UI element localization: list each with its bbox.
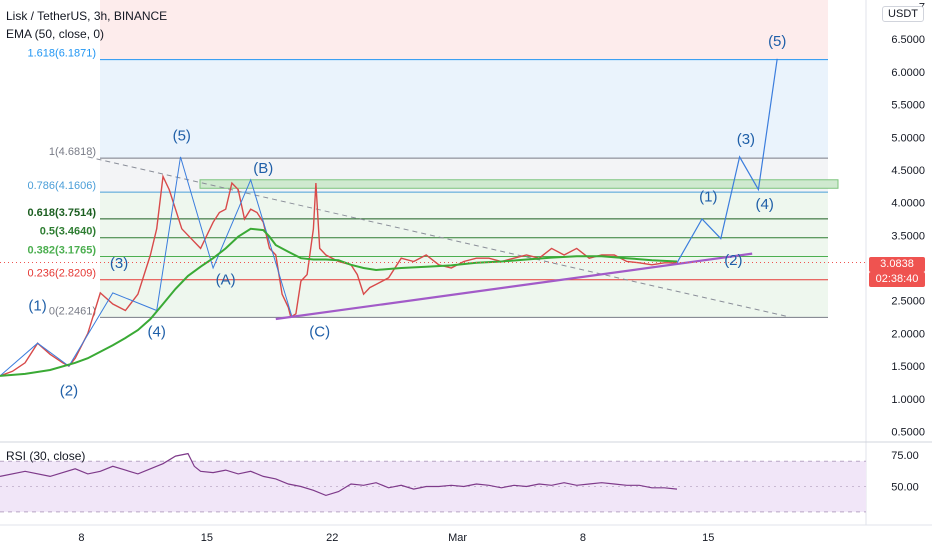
price-axis-tick: 1.0000 [891, 394, 925, 406]
rsi-axis-tick: 75.00 [891, 450, 919, 462]
dashed-trend-line [87, 156, 790, 318]
wave-label-5: (A) [216, 271, 236, 288]
wave-label-0: (1) [28, 298, 46, 315]
time-axis-tick: 15 [201, 532, 213, 544]
price-axis-tick: 5.0000 [891, 132, 925, 144]
wave-projection-path [676, 58, 778, 264]
fib-label-0.5: 0.5(3.4640) [40, 226, 97, 238]
zone-fib-retrace-background [100, 192, 828, 318]
zone-upper-background [100, 0, 828, 60]
wave-label-1: (2) [60, 383, 78, 400]
price-axis-tick: 1.5000 [891, 361, 925, 373]
ema-line [0, 227, 678, 377]
price-line [0, 174, 677, 377]
rsi-axis-tick: 50.00 [891, 482, 919, 494]
price-axis-tick: 0.5000 [891, 426, 925, 438]
green-resistance-zone [199, 179, 839, 189]
time-axis-tick: 15 [702, 532, 714, 544]
fib-label-1.618: 1.618(6.1871) [28, 48, 97, 60]
wave-label-6: (B) [253, 160, 273, 177]
ema-indicator-label: EMA (50, close, 0) [6, 27, 105, 41]
time-axis-tick: 8 [580, 532, 586, 544]
price-axis-tick: 4.5000 [891, 165, 925, 177]
price-axis-tick: 6.0000 [891, 67, 925, 79]
time-axis-tick: 8 [78, 532, 84, 544]
symbol-title: Lisk / TetherUS, 3h, BINANCE [6, 9, 168, 23]
zone-extension-background [100, 59, 828, 159]
bar-countdown-tag: 02:38:40 [869, 272, 925, 287]
wave-label-10: (3) [737, 131, 755, 148]
last-price-tag: 3.0838 [869, 257, 925, 272]
price-axis-tick: 2.0000 [891, 328, 925, 340]
time-axis-tick: Mar [448, 532, 467, 544]
fib-label-1: 1(4.6818) [49, 146, 96, 158]
wave-label-2: (3) [110, 255, 128, 272]
currency-button[interactable]: USDT [882, 6, 924, 22]
fib-label-0.786: 0.786(4.1606) [28, 180, 97, 192]
wave-label-11: (4) [756, 196, 774, 213]
fib-label-0.382: 0.382(3.1765) [28, 244, 97, 256]
time-axis-tick: 22 [326, 532, 338, 544]
price-axis-tick: 2.5000 [891, 296, 925, 308]
wave-label-3: (4) [148, 324, 166, 341]
wave-label-8: (1) [699, 188, 717, 205]
rsi-indicator-label: RSI (30, close) [6, 449, 86, 463]
wave-label-7: (C) [309, 324, 330, 341]
price-axis-tick: 5.5000 [891, 100, 925, 112]
price-axis-tick: 6.5000 [891, 34, 925, 46]
wave-label-4: (5) [173, 128, 191, 145]
fib-label-0.618: 0.618(3.7514) [28, 207, 97, 219]
price-axis-tick: 4.0000 [891, 198, 925, 210]
price-axis-tick: 3.5000 [891, 230, 925, 242]
fib-label-0: 0(2.2461) [49, 305, 96, 317]
fib-label-0.236: 0.236(2.8209) [28, 268, 97, 280]
rsi-line [0, 452, 678, 497]
wave-label-12: (5) [768, 33, 786, 50]
ascending-support-line [275, 252, 753, 321]
wave-label-9: (2) [724, 252, 742, 269]
